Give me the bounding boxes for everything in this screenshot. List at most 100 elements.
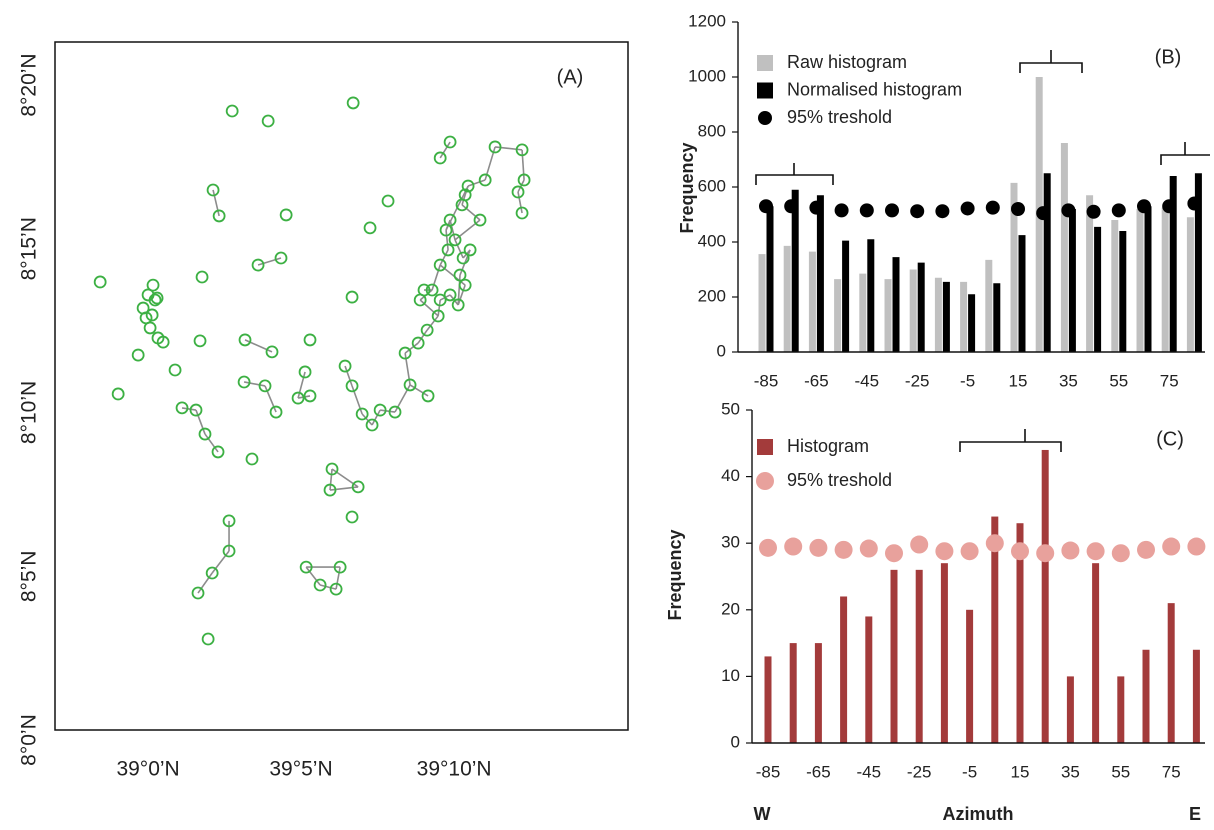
bar bbox=[1060, 143, 1068, 352]
point bbox=[431, 309, 445, 323]
legend-label: Histogram bbox=[787, 436, 869, 456]
link bbox=[467, 179, 486, 187]
x-tick-label: 39°0’N bbox=[116, 758, 179, 781]
bar bbox=[816, 195, 824, 352]
threshold-dot bbox=[1036, 544, 1055, 563]
x-tick-label: 55 bbox=[1111, 762, 1130, 781]
point bbox=[433, 258, 447, 272]
point bbox=[443, 288, 457, 302]
point bbox=[448, 233, 462, 247]
legend-key bbox=[758, 111, 772, 125]
point bbox=[222, 514, 236, 528]
point bbox=[237, 375, 251, 389]
y-tick-label: 1000 bbox=[688, 66, 726, 85]
y-tick-label: 30 bbox=[721, 533, 740, 552]
point bbox=[355, 407, 369, 421]
point bbox=[451, 298, 465, 312]
bar bbox=[789, 643, 797, 743]
y-tick-label: 8°15’N bbox=[18, 217, 41, 280]
link bbox=[244, 339, 273, 353]
bar bbox=[991, 516, 999, 743]
point bbox=[478, 173, 492, 187]
link bbox=[439, 249, 449, 266]
link bbox=[243, 381, 266, 387]
point bbox=[488, 140, 502, 154]
point bbox=[225, 104, 239, 118]
bar bbox=[1111, 220, 1119, 352]
point bbox=[325, 462, 339, 476]
point bbox=[473, 213, 487, 227]
x-tick-label: 55 bbox=[1109, 371, 1128, 390]
point bbox=[458, 278, 472, 292]
link bbox=[371, 409, 381, 426]
legend-label: 95% treshold bbox=[787, 470, 892, 490]
threshold-dot bbox=[809, 538, 828, 557]
link bbox=[431, 264, 441, 291]
bar bbox=[1167, 603, 1175, 743]
point bbox=[433, 151, 447, 165]
bar bbox=[791, 189, 799, 352]
bar bbox=[993, 283, 1001, 352]
threshold-dot bbox=[1086, 542, 1105, 561]
point bbox=[145, 308, 159, 322]
bar bbox=[960, 281, 968, 352]
link bbox=[419, 299, 439, 317]
link bbox=[454, 239, 464, 259]
link bbox=[445, 229, 449, 250]
x-tick-label: 39°10’N bbox=[417, 758, 492, 781]
bar bbox=[783, 245, 791, 352]
threshold-dot bbox=[759, 199, 773, 214]
brackets bbox=[755, 50, 1210, 452]
bracket bbox=[755, 163, 834, 185]
threshold-dot bbox=[859, 539, 878, 558]
link bbox=[197, 572, 213, 594]
link bbox=[257, 257, 282, 266]
point bbox=[346, 96, 360, 110]
link bbox=[297, 371, 306, 399]
threshold-dot bbox=[960, 201, 975, 216]
threshold-dot bbox=[859, 203, 874, 218]
bar bbox=[1094, 226, 1102, 352]
point bbox=[156, 335, 170, 349]
bar bbox=[1041, 449, 1049, 743]
plot-frame bbox=[54, 41, 629, 731]
point bbox=[313, 578, 327, 592]
point bbox=[453, 268, 467, 282]
bar bbox=[1086, 195, 1094, 352]
bar bbox=[1186, 217, 1194, 352]
point bbox=[411, 336, 425, 350]
link bbox=[439, 141, 451, 159]
bar bbox=[1016, 523, 1024, 743]
bar bbox=[892, 257, 900, 352]
bar bbox=[1018, 235, 1026, 352]
bracket bbox=[1160, 142, 1210, 165]
point bbox=[421, 389, 435, 403]
point bbox=[329, 582, 343, 596]
point bbox=[345, 379, 359, 393]
threshold-dot bbox=[1111, 203, 1126, 218]
link bbox=[212, 189, 220, 217]
point bbox=[206, 183, 220, 197]
point bbox=[373, 403, 387, 417]
y-tick-label: 0 bbox=[731, 732, 740, 751]
point bbox=[189, 403, 203, 417]
bar bbox=[966, 609, 974, 743]
point bbox=[198, 427, 212, 441]
panel-label: (C) bbox=[1156, 428, 1184, 450]
point bbox=[211, 445, 225, 459]
link bbox=[181, 407, 197, 411]
point bbox=[443, 213, 457, 227]
bar bbox=[834, 279, 842, 352]
panel-label: (B) bbox=[1155, 46, 1182, 68]
point bbox=[269, 405, 283, 419]
y-tick-label: 8°20’N bbox=[18, 53, 41, 116]
threshold-dot bbox=[985, 200, 1000, 215]
point bbox=[365, 418, 379, 432]
link bbox=[195, 409, 206, 435]
bar bbox=[1169, 176, 1177, 352]
x-axis-title: Azimuth bbox=[943, 804, 1014, 824]
point bbox=[333, 560, 347, 574]
point bbox=[345, 290, 359, 304]
point bbox=[143, 321, 157, 335]
